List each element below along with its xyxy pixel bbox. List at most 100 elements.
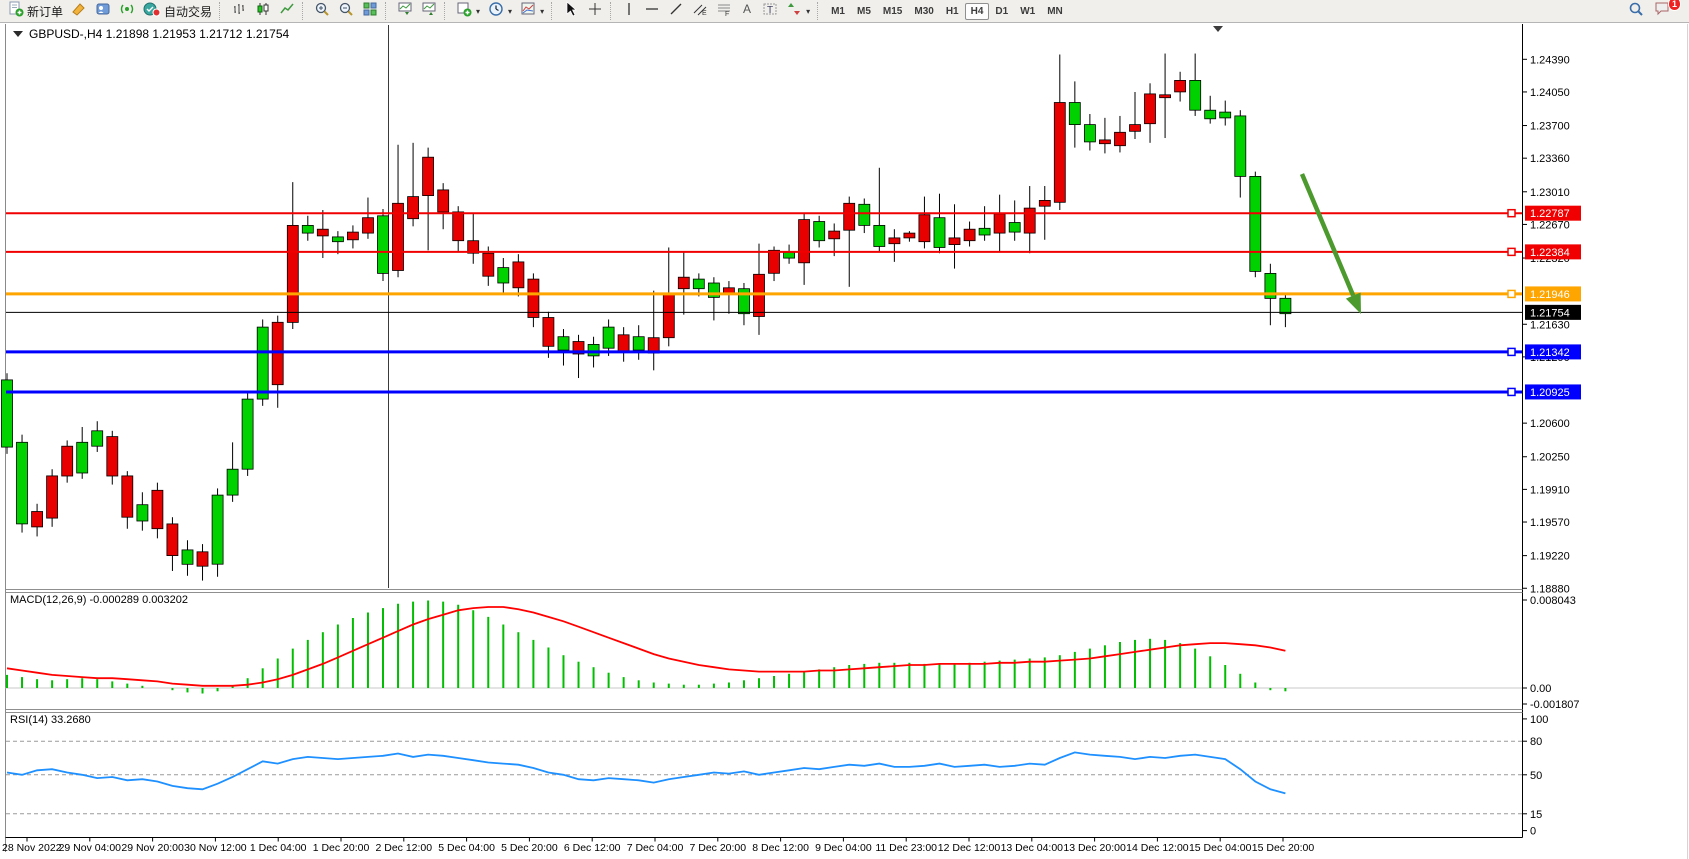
tag-icon — [71, 1, 87, 22]
svg-text:30 Nov 12:00: 30 Nov 12:00 — [184, 842, 247, 854]
svg-text:8 Dec 12:00: 8 Dec 12:00 — [752, 842, 809, 854]
svg-text:29 Nov 20:00: 29 Nov 20:00 — [121, 842, 184, 854]
indicator-attach-button[interactable] — [417, 1, 441, 21]
svg-text:A: A — [743, 2, 751, 16]
period-clock-button[interactable]: ▾ — [484, 1, 516, 21]
timeframe-W1[interactable]: W1 — [1020, 5, 1036, 17]
shift-marker-icon[interactable] — [1213, 26, 1223, 32]
fibonacci-button[interactable]: F — [712, 1, 736, 21]
crosshair-icon — [587, 1, 603, 22]
svg-text:1.19570: 1.19570 — [1530, 517, 1570, 529]
line-chart-button[interactable] — [275, 1, 299, 21]
tile-windows-icon — [362, 1, 378, 22]
notifications-button[interactable]: 1 — [1649, 0, 1681, 21]
candle-chart-icon — [255, 1, 271, 22]
svg-text:14 Dec 12:00: 14 Dec 12:00 — [1126, 842, 1189, 854]
svg-text:1.23700: 1.23700 — [1530, 121, 1570, 133]
new-order-label: 新订单 — [27, 4, 64, 19]
search-button[interactable] — [1623, 1, 1649, 21]
svg-text:0.00: 0.00 — [1530, 683, 1551, 695]
svg-text:80: 80 — [1530, 736, 1542, 748]
svg-text:E: E — [702, 10, 707, 17]
autotrade-button[interactable]: 自动交易 — [139, 1, 216, 21]
new-chart-button[interactable]: ▾ — [452, 1, 484, 21]
svg-text:29 Nov 04:00: 29 Nov 04:00 — [59, 842, 122, 854]
svg-text:1.22384: 1.22384 — [1530, 247, 1570, 259]
channel-icon: E — [692, 1, 708, 22]
trendline-icon — [668, 1, 684, 22]
candles-layer — [1, 53, 1292, 581]
horizontal-line-button[interactable] — [640, 1, 664, 21]
template-icon — [520, 1, 536, 22]
timeframe-M30[interactable]: M30 — [914, 5, 934, 17]
tag-button[interactable] — [67, 1, 91, 21]
timeframe-M1[interactable]: M1 — [831, 5, 845, 17]
profile-button[interactable] — [91, 1, 115, 21]
chart-title: GBPUSD-,H4 1.21898 1.21953 1.21712 1.217… — [13, 27, 290, 41]
bar-chart-button[interactable] — [227, 1, 251, 21]
svg-text:5 Dec 20:00: 5 Dec 20:00 — [501, 842, 558, 854]
trendline-button[interactable] — [664, 1, 688, 21]
svg-text:50: 50 — [1530, 770, 1542, 782]
bar-chart-icon — [231, 1, 247, 22]
candle-chart-button[interactable] — [251, 1, 275, 21]
chevron-down-icon: ▾ — [476, 6, 481, 16]
shapes-button[interactable]: ▾ — [782, 1, 814, 21]
period-clock-icon — [488, 1, 504, 22]
zoom-out-icon — [338, 1, 354, 22]
svg-text:1.23010: 1.23010 — [1530, 187, 1570, 199]
text-label-button[interactable]: T — [758, 1, 782, 21]
svg-text:13 Dec 04:00: 13 Dec 04:00 — [1001, 842, 1064, 854]
svg-text:1.24390: 1.24390 — [1530, 54, 1570, 66]
signal-button[interactable] — [115, 1, 139, 21]
indicator-window-button[interactable] — [393, 1, 417, 21]
text-button[interactable]: A — [736, 1, 758, 21]
svg-text:7 Dec 04:00: 7 Dec 04:00 — [627, 842, 684, 854]
zoom-in-button[interactable] — [310, 1, 334, 21]
svg-text:F: F — [725, 11, 729, 17]
svg-text:-0.001807: -0.001807 — [1530, 699, 1580, 711]
timeframe-H1[interactable]: H1 — [945, 5, 959, 17]
shapes-icon — [786, 1, 802, 22]
svg-text:1.23360: 1.23360 — [1530, 153, 1570, 165]
svg-text:1.21630: 1.21630 — [1530, 319, 1570, 331]
timeframe-D1[interactable]: D1 — [995, 5, 1009, 17]
svg-text:15: 15 — [1530, 809, 1542, 821]
tile-windows-button[interactable] — [358, 1, 382, 21]
chart-background — [0, 23, 1689, 859]
timeframe-MN[interactable]: MN — [1047, 5, 1063, 17]
macd-label: MACD(12,26,9) -0.000289 0.003202 — [10, 594, 188, 606]
channel-button[interactable]: E — [688, 1, 712, 21]
vertical-line-button[interactable] — [618, 1, 640, 21]
hline-objects: 1.22787 1.22384 1.21946 1.21754 1.21342 1.209… — [6, 205, 1581, 400]
timeframe-M15[interactable]: M15 — [882, 5, 903, 17]
template-button[interactable]: ▾ — [516, 1, 548, 21]
svg-text:1.20600: 1.20600 — [1530, 418, 1570, 430]
timeframe-H4[interactable]: H4 — [964, 2, 990, 20]
down-arrow-object[interactable] — [1299, 173, 1356, 297]
horizontal-line-icon — [644, 1, 660, 22]
chart-menu-icon — [13, 31, 23, 37]
svg-text:1.21754: 1.21754 — [1530, 307, 1570, 319]
svg-text:1.21946: 1.21946 — [1530, 289, 1570, 301]
cursor-button[interactable] — [559, 0, 583, 21]
svg-text:7 Dec 20:00: 7 Dec 20:00 — [689, 842, 746, 854]
svg-text:GBPUSD-,H4 1.21898 1.21953 1.: GBPUSD-,H4 1.21898 1.21953 1.21712 1.217… — [29, 27, 290, 41]
rsi-line — [6, 751, 1286, 795]
autotrade-label: 自动交易 — [164, 4, 213, 19]
text-label-icon: T — [762, 1, 778, 22]
svg-text:1 Dec 04:00: 1 Dec 04:00 — [250, 842, 307, 854]
chevron-down-icon: ▾ — [508, 6, 513, 16]
new-order-button[interactable]: 新订单 — [4, 1, 67, 21]
svg-text:1.20250: 1.20250 — [1530, 452, 1570, 464]
timeframe-bar: M1 M5 M15 M30 H1 H4 D1 W1 MN — [825, 2, 1069, 20]
toolbar-separator — [219, 2, 224, 20]
timeframe-M5[interactable]: M5 — [857, 5, 871, 17]
svg-text:15 Dec 04:00: 15 Dec 04:00 — [1189, 842, 1252, 854]
chevron-down-icon: ▾ — [806, 6, 811, 16]
svg-text:11 Dec 23:00: 11 Dec 23:00 — [875, 842, 937, 854]
crosshair-button[interactable] — [583, 1, 607, 21]
macd-signal-line — [6, 606, 1286, 687]
zoom-out-button[interactable] — [334, 1, 358, 21]
